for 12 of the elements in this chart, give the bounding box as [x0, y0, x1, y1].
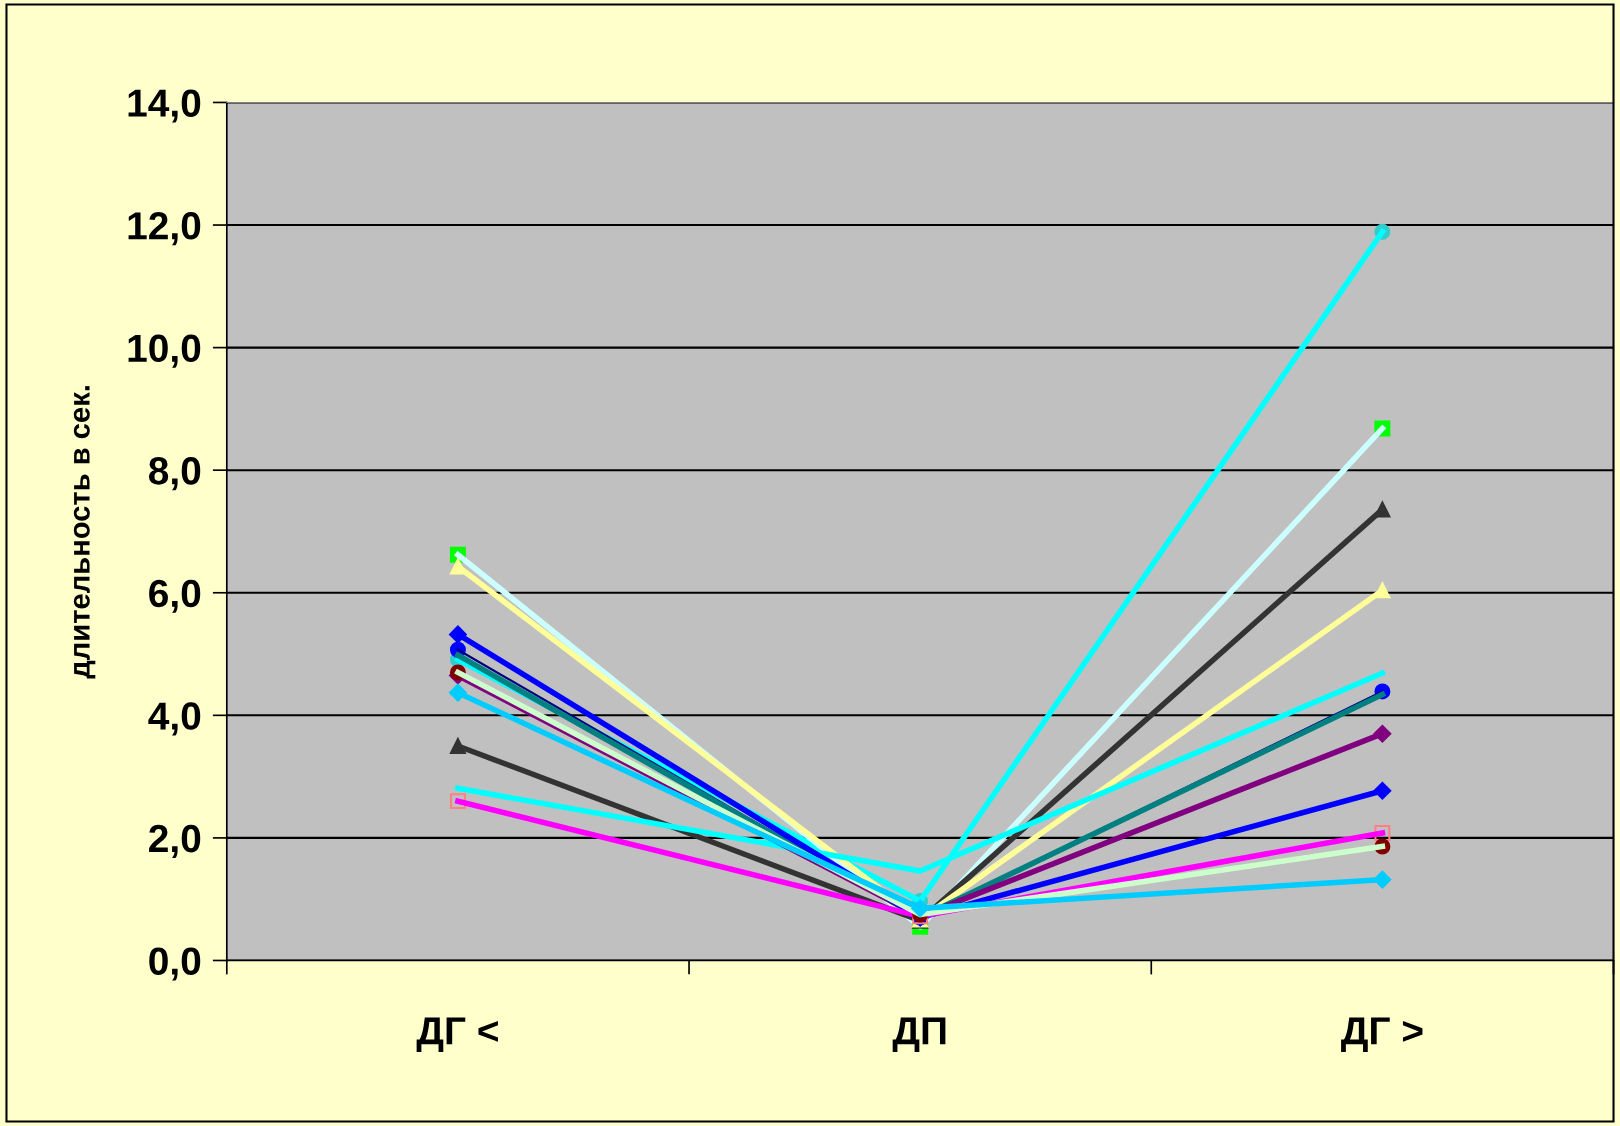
y-tick-label: 2,0: [149, 824, 201, 859]
y-axis-title: длительность в сек.: [73, 386, 96, 679]
y-tick-label: 14,0: [128, 89, 201, 123]
y-tick-label: 0,0: [149, 947, 201, 981]
y-tick-label: 4,0: [148, 702, 201, 736]
x-tick-label: ДГ <: [416, 1017, 498, 1052]
y-tick-label: 6,0: [149, 579, 201, 613]
x-tick-label: ДП: [892, 1017, 946, 1052]
x-tick-label: ДГ >: [1341, 1017, 1423, 1052]
y-tick-label: 10,0: [128, 334, 201, 368]
y-tick-label: 8,0: [148, 457, 201, 491]
y-tick-label: 12,0: [128, 211, 201, 246]
